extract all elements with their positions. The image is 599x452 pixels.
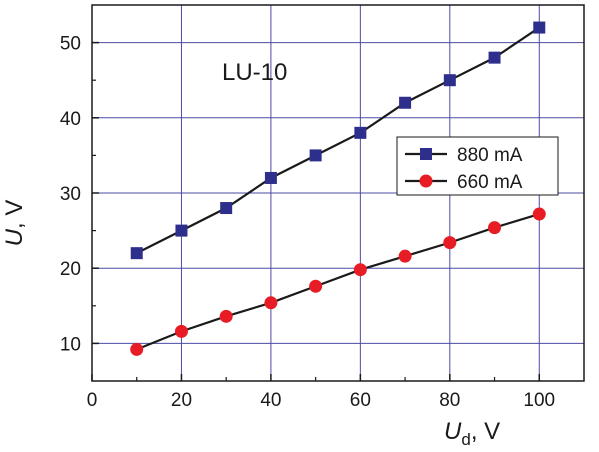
x-axis-label: Ud, V (444, 418, 500, 449)
y-axis-label-unit: , V (1, 200, 28, 229)
legend-label: 660 mA (457, 172, 523, 193)
y-axis-label-symbol: U (1, 228, 28, 246)
x-tick-label: 80 (439, 390, 460, 411)
series-line-2 (136, 213, 540, 351)
data-point-circle (353, 263, 367, 277)
legend-marker-circle (419, 174, 433, 188)
y-tick-label: 40 (60, 109, 81, 130)
data-point-square (130, 247, 143, 260)
data-point-circle (174, 324, 188, 338)
axis-ticks (91, 41, 541, 381)
legend-label: 880 mA (457, 145, 523, 166)
legend-marker-square (420, 148, 432, 160)
data-point-square (533, 21, 546, 34)
y-tick-label: 10 (60, 334, 81, 355)
x-tick-label: 60 (350, 390, 371, 411)
x-axis-label-unit: , V (471, 418, 500, 445)
tick-labels: 0 20 40 60 80 100 10 20 30 40 50 (60, 34, 555, 411)
data-point-square (264, 171, 277, 184)
data-point-circle (398, 249, 412, 263)
data-point-circle (443, 236, 457, 250)
x-axis-label-symbol: U (444, 418, 462, 445)
data-point-circle (309, 279, 323, 293)
series-lines (136, 26, 540, 351)
data-point-circle (488, 221, 502, 235)
data-point-square (443, 74, 456, 87)
data-point-square (354, 126, 367, 139)
data-point-square (399, 96, 412, 109)
x-tick-label: 100 (523, 390, 555, 411)
data-point-circle (219, 309, 233, 323)
y-axis-label: U, V (1, 200, 28, 247)
data-point-circle (264, 296, 278, 310)
y-tick-label: 30 (60, 184, 81, 205)
data-point-circle (532, 207, 546, 221)
data-point-circle (130, 342, 144, 356)
data-point-square (220, 202, 233, 215)
series-markers (130, 21, 546, 356)
data-point-square (175, 224, 188, 237)
y-tick-label: 50 (60, 34, 81, 55)
data-point-square (309, 149, 322, 162)
series-line-1 (136, 26, 540, 255)
data-point-square (488, 51, 501, 64)
x-tick-label: 20 (171, 390, 192, 411)
chart-annotation: LU-10 (222, 59, 287, 86)
y-tick-label: 20 (60, 259, 81, 280)
legend: 880 mA 660 mA (396, 136, 559, 196)
x-axis-label-subscript: d (461, 430, 470, 449)
x-tick-label: 40 (260, 390, 281, 411)
x-tick-label: 0 (87, 390, 98, 411)
